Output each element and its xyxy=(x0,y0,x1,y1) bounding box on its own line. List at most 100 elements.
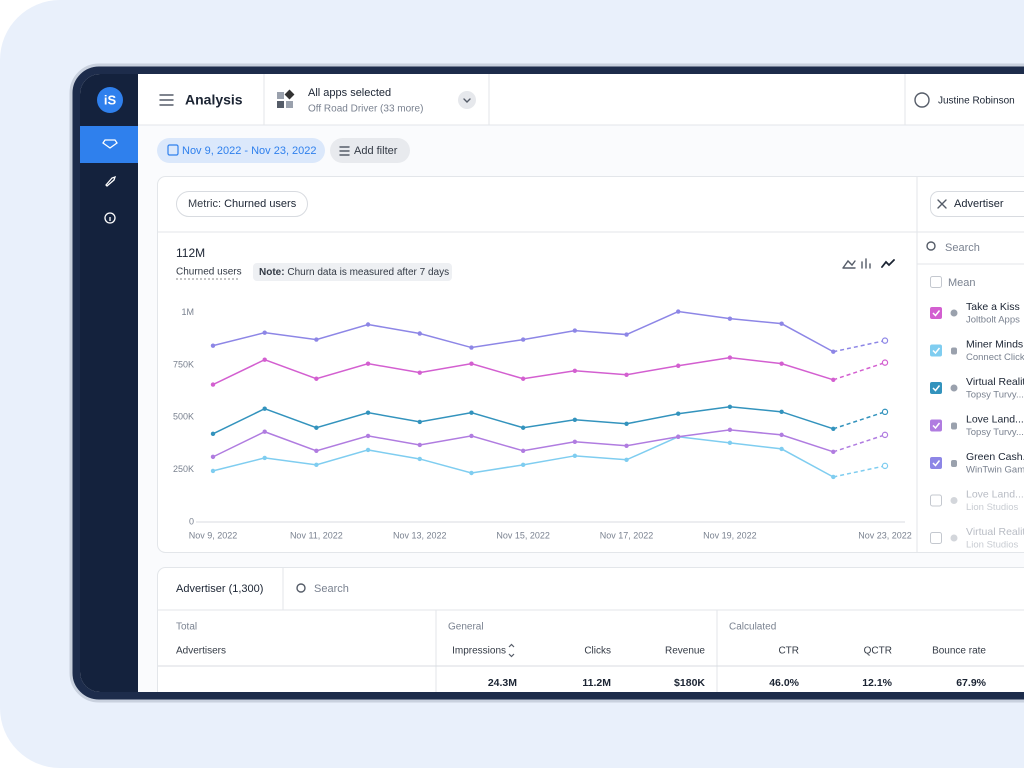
data-point[interactable] xyxy=(624,332,629,337)
data-point[interactable] xyxy=(624,443,629,448)
data-point[interactable] xyxy=(520,376,526,381)
checkbox[interactable] xyxy=(930,382,942,394)
data-point[interactable] xyxy=(417,419,422,425)
data-point[interactable] xyxy=(262,330,267,335)
data-point[interactable] xyxy=(469,470,474,476)
checkbox[interactable] xyxy=(930,419,942,432)
data-point[interactable] xyxy=(314,376,319,381)
nav-icon-rocket[interactable] xyxy=(105,175,117,187)
data-point[interactable] xyxy=(572,439,578,444)
data-point[interactable] xyxy=(624,372,629,377)
data-point[interactable] xyxy=(520,462,526,468)
column-header[interactable]: Clicks xyxy=(584,646,611,657)
user-name[interactable]: Justine Robinson xyxy=(938,96,1015,107)
checkbox[interactable] xyxy=(930,457,942,469)
line-chart-icon[interactable] xyxy=(881,259,895,268)
data-point[interactable] xyxy=(676,309,681,314)
menu-icon[interactable] xyxy=(159,94,174,106)
data-point[interactable] xyxy=(881,462,889,470)
checkbox[interactable] xyxy=(930,307,942,319)
data-point[interactable] xyxy=(572,453,578,459)
data-point[interactable] xyxy=(417,331,422,336)
data-point[interactable] xyxy=(417,370,422,375)
date-range-pill[interactable] xyxy=(157,138,325,163)
data-point[interactable] xyxy=(779,432,784,438)
data-point[interactable] xyxy=(727,404,733,410)
data-point[interactable] xyxy=(417,442,422,448)
logo[interactable] xyxy=(97,87,123,113)
nav-icon-info[interactable] xyxy=(104,212,116,224)
column-header[interactable]: Revenue xyxy=(665,646,705,657)
legend-search[interactable]: Search xyxy=(945,242,980,254)
bar-chart-icon[interactable] xyxy=(861,258,871,269)
data-point[interactable] xyxy=(831,377,836,382)
data-point[interactable] xyxy=(469,361,474,366)
data-point[interactable] xyxy=(831,349,836,354)
app-dropdown[interactable] xyxy=(458,91,476,109)
data-point[interactable] xyxy=(210,382,216,387)
data-point[interactable] xyxy=(469,345,474,350)
data-point[interactable] xyxy=(881,431,889,439)
column-header[interactable]: Impressions xyxy=(452,646,506,657)
data-point[interactable] xyxy=(365,433,371,439)
table-search[interactable]: Search xyxy=(314,583,349,595)
data-point[interactable] xyxy=(262,429,267,434)
data-point[interactable] xyxy=(262,455,267,461)
data-point[interactable] xyxy=(676,363,681,368)
data-point[interactable] xyxy=(676,411,681,416)
checkbox[interactable] xyxy=(930,344,942,357)
data-point[interactable] xyxy=(727,440,733,446)
data-point[interactable] xyxy=(881,408,889,416)
data-point[interactable] xyxy=(831,426,836,432)
data-point[interactable] xyxy=(262,406,267,411)
data-point[interactable] xyxy=(365,322,371,327)
data-point[interactable] xyxy=(314,448,319,453)
data-point[interactable] xyxy=(365,361,371,366)
data-point[interactable] xyxy=(365,447,371,453)
data-point[interactable] xyxy=(831,474,836,480)
data-point[interactable] xyxy=(779,321,784,326)
nav-active[interactable] xyxy=(80,126,138,163)
data-point[interactable] xyxy=(779,446,784,452)
data-point[interactable] xyxy=(572,417,578,422)
column-header[interactable]: QCTR xyxy=(864,646,892,657)
data-point[interactable] xyxy=(210,343,216,348)
area-chart-icon[interactable] xyxy=(842,259,856,269)
data-point[interactable] xyxy=(469,410,474,415)
data-point[interactable] xyxy=(779,361,784,366)
checkbox[interactable] xyxy=(930,494,942,507)
data-point[interactable] xyxy=(727,355,733,360)
add-filter-pill[interactable] xyxy=(330,138,410,163)
data-point[interactable] xyxy=(881,359,889,366)
data-point[interactable] xyxy=(469,433,474,439)
checkbox[interactable] xyxy=(930,276,942,288)
data-point[interactable] xyxy=(572,368,578,373)
metric-pill[interactable] xyxy=(176,191,308,217)
app-selector-title[interactable]: All apps selected xyxy=(308,87,391,99)
data-point[interactable] xyxy=(314,425,319,430)
data-point[interactable] xyxy=(676,434,681,439)
advertiser-button[interactable] xyxy=(930,191,1024,217)
checkbox[interactable] xyxy=(930,532,942,544)
data-point[interactable] xyxy=(624,421,629,426)
data-point[interactable] xyxy=(727,427,733,433)
data-point[interactable] xyxy=(881,337,889,344)
data-point[interactable] xyxy=(520,425,526,430)
column-header[interactable]: Advertisers xyxy=(176,646,226,657)
data-point[interactable] xyxy=(831,449,836,455)
column-header[interactable]: Bounce rate xyxy=(932,646,986,657)
data-point[interactable] xyxy=(624,457,629,462)
data-point[interactable] xyxy=(572,328,578,333)
data-point[interactable] xyxy=(210,431,216,437)
data-point[interactable] xyxy=(365,410,371,415)
data-point[interactable] xyxy=(262,357,267,362)
data-point[interactable] xyxy=(210,454,216,460)
data-point[interactable] xyxy=(314,337,319,342)
data-point[interactable] xyxy=(727,316,733,321)
data-point[interactable] xyxy=(417,456,422,462)
column-header[interactable]: CTR xyxy=(778,646,799,657)
data-point[interactable] xyxy=(520,448,526,453)
data-point[interactable] xyxy=(520,337,526,342)
data-point[interactable] xyxy=(779,409,784,415)
data-point[interactable] xyxy=(314,462,319,468)
